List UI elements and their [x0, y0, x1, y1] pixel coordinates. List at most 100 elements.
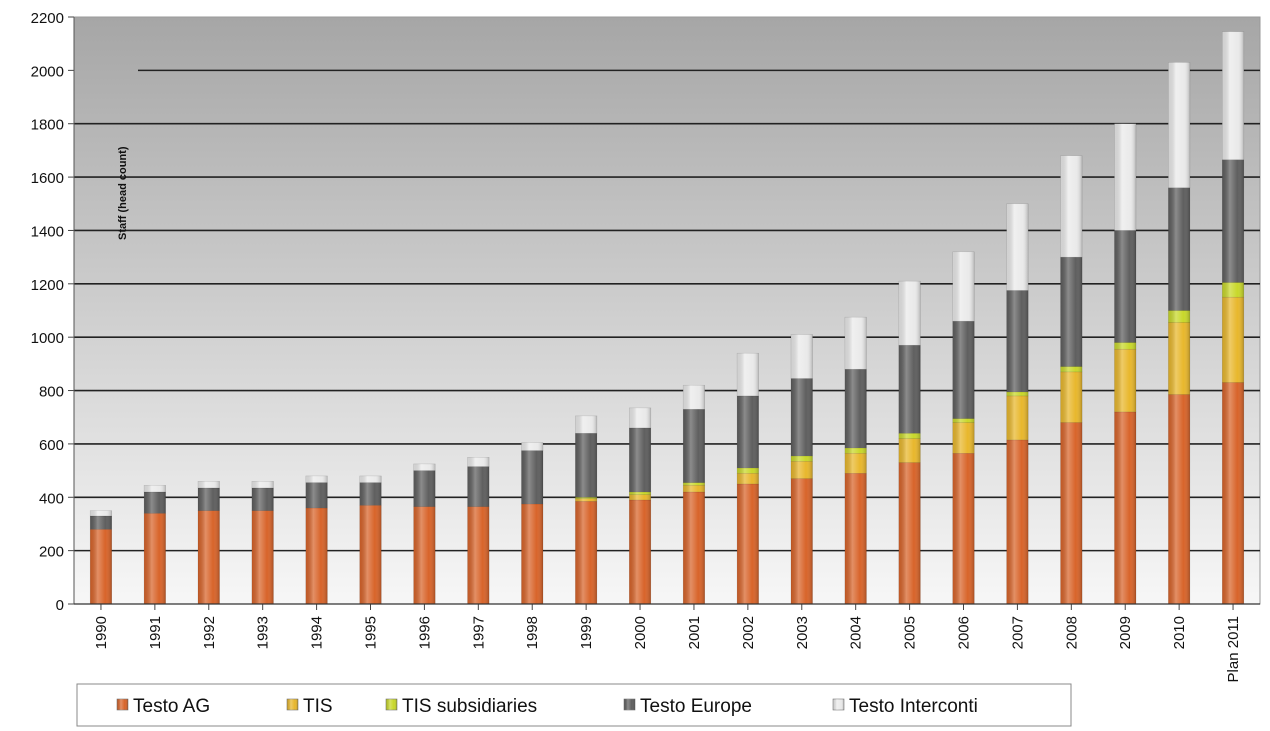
bar-stack-2004 [844, 316, 867, 605]
bar-shading [737, 483, 759, 604]
bar-shading [683, 482, 705, 486]
bar-shading [790, 455, 813, 462]
bar-shading [683, 409, 705, 483]
bar-stack-1996 [413, 463, 436, 605]
bar-shading [1060, 155, 1083, 258]
bar-shading [952, 453, 975, 604]
legend-label: Testo AG [133, 696, 210, 717]
bar-shading [1006, 391, 1029, 396]
bar-shading [467, 457, 490, 467]
x-tick-label: 2001 [686, 616, 703, 649]
x-tick-label: 2006 [956, 616, 973, 649]
bar-shading [1006, 290, 1029, 392]
bar-shading [1222, 297, 1244, 383]
bar-shading [251, 481, 274, 488]
y-tick-label: 600 [39, 437, 64, 454]
bar-shading [844, 447, 867, 454]
x-tick-label: 2003 [794, 616, 811, 649]
legend-item-testo-europe: Testo Europe [623, 696, 752, 717]
y-tick-label: 1400 [31, 223, 64, 240]
x-tick-label: 2009 [1117, 616, 1134, 649]
x-tick-label: 2002 [740, 616, 757, 649]
bar-shading [1168, 187, 1190, 311]
bar-shading [305, 507, 328, 604]
x-tick-label: 1998 [524, 616, 541, 649]
bar-shading [1168, 394, 1190, 604]
bar-shading [1060, 422, 1083, 604]
y-tick-label: 1600 [31, 170, 64, 187]
bar-shading [467, 466, 490, 507]
bar-shading [305, 482, 328, 508]
x-tick-label: 2010 [1171, 616, 1188, 649]
legend-item-tis-subsidiaries: TIS subsidiaries [385, 696, 537, 717]
bar-shading [1060, 366, 1083, 372]
y-axis-label: Staff (head count) [117, 146, 129, 240]
bar-stack-1994 [305, 475, 328, 605]
y-tick-label: 2200 [31, 10, 64, 27]
bar-shading [1060, 257, 1083, 367]
bar-stack-1991 [143, 485, 166, 605]
x-tick-label: Plan 2011 [1225, 616, 1242, 682]
legend-box [76, 683, 1072, 727]
x-tick-label: 2000 [632, 616, 649, 649]
bar-shading [952, 251, 975, 322]
bar-shading [1114, 411, 1137, 604]
bar-shading [1114, 230, 1137, 343]
y-tick-label: 1000 [31, 330, 64, 347]
bar-stack-1998 [521, 442, 544, 605]
y-tick-label: 0 [56, 597, 64, 614]
bar-shading [629, 494, 651, 500]
bar-shading [1222, 282, 1244, 298]
bar-shading [144, 485, 166, 492]
legend-swatch-shading [117, 699, 128, 710]
legend-item-testo-interconti: Testo Interconti [832, 696, 978, 717]
bar-shading [359, 505, 382, 604]
bar-stack-2007 [1006, 203, 1029, 605]
bar-shading [1060, 371, 1083, 423]
bar-shading [683, 491, 705, 604]
bar-shading [90, 515, 112, 530]
bar-stack-1993 [251, 481, 274, 605]
bar-shading [413, 506, 436, 604]
legend: Testo AG TIS TIS subsidiaries Testo Europe T… [76, 683, 1072, 727]
bar-shading [898, 438, 921, 463]
bar-shading [1168, 310, 1190, 323]
bar-shading [1168, 62, 1190, 188]
bar-stack-plan-2011 [1222, 31, 1245, 605]
bar-shading [90, 510, 112, 516]
x-tick-label: 2004 [848, 616, 865, 649]
bar-stack-2008 [1060, 155, 1083, 605]
x-tick-label: 1992 [201, 616, 218, 649]
bar-shading [575, 501, 597, 604]
bar-shading [898, 345, 921, 434]
y-tick-label: 2000 [31, 63, 64, 80]
legend-swatch-shading [833, 699, 844, 710]
bar-shading [844, 453, 867, 474]
bar-shading [305, 475, 328, 483]
legend-swatch-shading [386, 699, 397, 710]
bar-shading [575, 498, 597, 502]
bar-shading [1222, 31, 1244, 160]
bar-shading [575, 497, 597, 499]
bar-stack-2006 [952, 251, 975, 605]
bar-shading [251, 510, 274, 604]
bar-shading [952, 321, 975, 419]
x-tick-label: 2005 [902, 616, 919, 649]
bar-stack-2009 [1114, 123, 1137, 605]
bar-stack-2001 [682, 384, 705, 605]
bar-shading [1114, 123, 1137, 231]
bar-shading [144, 491, 166, 514]
bar-shading [197, 487, 220, 511]
x-axis: 1990 1991 1992 1993 1994 1995 1996 1997 1998 1999… [74, 603, 1260, 682]
bar-shading [1222, 159, 1244, 283]
x-tick-label: 1990 [93, 616, 110, 649]
bar-shading [737, 353, 759, 396]
bar-shading [359, 482, 382, 506]
bar-shading [413, 470, 436, 507]
bar-shading [737, 473, 759, 484]
y-tick-label: 400 [39, 490, 64, 507]
bar-shading [952, 418, 975, 423]
bar-shading [683, 485, 705, 492]
